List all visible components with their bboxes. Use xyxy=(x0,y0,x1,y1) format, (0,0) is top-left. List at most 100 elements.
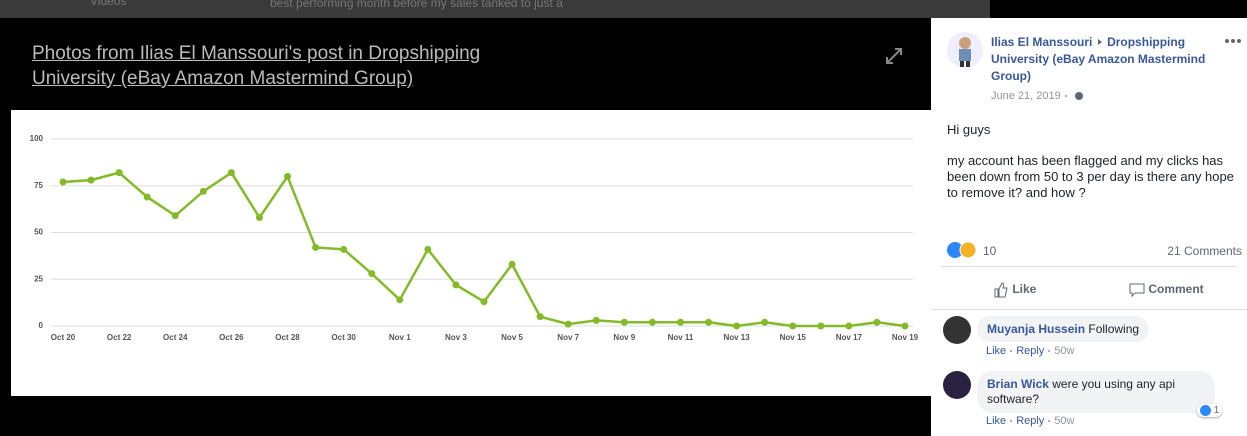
data-point xyxy=(115,169,123,177)
comment-like[interactable]: Like xyxy=(986,345,1007,357)
background-text: best performing month before my sales ta… xyxy=(270,0,563,10)
comment-author[interactable]: Muyanja Hussein xyxy=(987,322,1086,336)
arrow-icon xyxy=(1097,39,1102,45)
x-tick-label: Nov 13 xyxy=(723,333,750,342)
comment-text: Following xyxy=(1088,322,1140,336)
like-reaction-icon xyxy=(1200,405,1211,416)
author-name[interactable]: Ilias El Manssouri xyxy=(991,35,1093,49)
comment-reactions[interactable]: 1 xyxy=(1197,404,1223,418)
data-point xyxy=(761,318,769,326)
data-point xyxy=(564,320,572,328)
nav-item: Videos xyxy=(90,0,127,8)
x-tick-label: Nov 5 xyxy=(501,333,523,342)
group-name[interactable]: Dropshipping University (eBay Amazon Mas… xyxy=(991,35,1206,83)
x-tick-label: Oct 26 xyxy=(219,333,244,342)
comment-reaction-count: 1 xyxy=(1213,405,1220,417)
data-point xyxy=(396,296,404,304)
more-icon[interactable] xyxy=(1225,38,1241,44)
like-button[interactable]: Like xyxy=(993,282,1036,298)
comment-icon xyxy=(1129,283,1145,298)
post-meta: June 21, 2019 xyxy=(991,90,1084,102)
data-point xyxy=(255,214,263,222)
data-point xyxy=(705,318,713,326)
x-tick-label: Oct 22 xyxy=(107,333,132,342)
comment-author[interactable]: Brian Wick xyxy=(987,377,1049,391)
background-strip: Videos best performing month before my s… xyxy=(0,0,990,18)
x-tick-label: Nov 3 xyxy=(445,333,467,342)
comment-text: were you using any api software? xyxy=(987,377,1176,406)
post-text: Hi guys xyxy=(947,122,991,137)
x-tick-label: Oct 28 xyxy=(275,333,300,342)
x-tick-label: Oct 30 xyxy=(331,333,356,342)
comment-time[interactable]: 50w xyxy=(1054,345,1075,357)
x-tick-label: Nov 7 xyxy=(557,333,579,342)
comment-button[interactable]: Comment xyxy=(1129,282,1204,298)
like-icon xyxy=(994,282,1008,298)
data-point xyxy=(59,178,67,186)
globe-icon xyxy=(1074,92,1083,101)
comments-count[interactable]: 21 Comments xyxy=(1167,244,1242,258)
x-tick-label: Nov 15 xyxy=(780,333,807,342)
data-point xyxy=(340,245,348,253)
data-point xyxy=(368,270,376,278)
x-tick-label: Oct 20 xyxy=(51,333,76,342)
data-point xyxy=(592,316,600,324)
data-point xyxy=(901,322,909,330)
x-tick-label: Oct 24 xyxy=(163,333,188,342)
x-tick-label: Nov 11 xyxy=(668,333,694,342)
data-point xyxy=(789,322,797,330)
divider xyxy=(941,266,1237,267)
y-tick-label: 75 xyxy=(34,181,43,190)
comment-like[interactable]: Like xyxy=(986,415,1007,427)
x-tick-label: Nov 19 xyxy=(892,333,919,342)
data-point xyxy=(143,193,151,201)
comment-actions: Like Reply 50w xyxy=(986,415,1075,427)
comment-reply[interactable]: Reply xyxy=(1016,345,1045,357)
x-tick-label: Nov 9 xyxy=(613,333,635,342)
y-tick-label: 100 xyxy=(30,134,44,143)
author-avatar[interactable] xyxy=(947,32,983,68)
post-text: my account has been flagged and my click… xyxy=(947,153,1234,200)
y-tick-label: 0 xyxy=(39,321,44,330)
comment-reply[interactable]: Reply xyxy=(1016,415,1045,427)
chart: 0 25 50 75 100 Oct 20 Oct 22 Oct 24 Oct 26 Oct 28… xyxy=(11,110,931,396)
comment: Brian Wick were you using any api softwa… xyxy=(977,371,1215,413)
data-point xyxy=(873,318,881,326)
comment: Muyanja Hussein Following xyxy=(977,316,1150,342)
commenter-avatar[interactable] xyxy=(943,316,971,344)
data-point xyxy=(845,322,853,330)
data-point xyxy=(676,318,684,326)
data-point xyxy=(480,298,488,306)
like-label: Like xyxy=(1012,282,1037,297)
data-point xyxy=(620,318,628,326)
reaction-icons[interactable] xyxy=(946,241,978,259)
comment-time[interactable]: 50w xyxy=(1054,415,1075,427)
x-tick-label: Nov 1 xyxy=(389,333,411,342)
data-point xyxy=(733,322,741,330)
x-tick-label: Nov 17 xyxy=(836,333,863,342)
lightbox-title[interactable]: Photos from Ilias El Manssouri's post in… xyxy=(32,43,481,89)
data-point xyxy=(87,176,95,184)
data-point xyxy=(312,243,320,251)
data-point xyxy=(424,245,432,253)
y-tick-label: 25 xyxy=(34,274,43,283)
commenter-avatar[interactable] xyxy=(943,371,971,399)
reaction-count[interactable]: 10 xyxy=(983,244,997,258)
comment-label: Comment xyxy=(1148,282,1204,297)
expand-icon[interactable] xyxy=(884,46,904,66)
data-point xyxy=(508,260,516,268)
data-point xyxy=(284,172,292,180)
data-point xyxy=(199,187,207,195)
data-point xyxy=(452,281,460,289)
data-point xyxy=(648,318,656,326)
post-panel: Ilias El Manssouri Dropshipping Universi… xyxy=(931,18,1247,436)
comment-actions: Like Reply 50w xyxy=(986,345,1075,357)
data-point xyxy=(227,169,235,177)
y-tick-label: 50 xyxy=(34,228,43,237)
data-point xyxy=(171,212,179,220)
post-date[interactable]: June 21, 2019 xyxy=(991,90,1061,102)
data-point xyxy=(536,313,544,321)
data-point xyxy=(817,322,825,330)
divider xyxy=(931,309,1247,310)
